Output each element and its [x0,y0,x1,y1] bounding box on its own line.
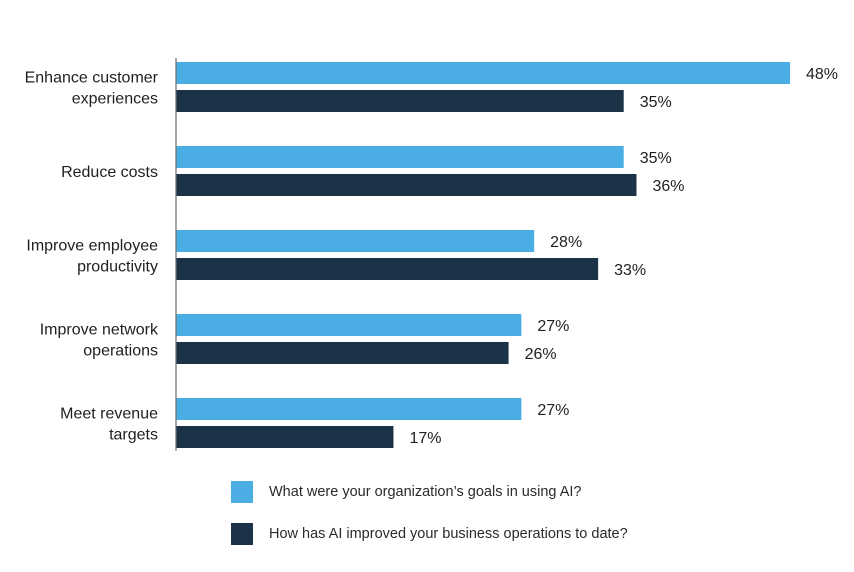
bar-s1-c3 [176,342,509,364]
value-label-s1-c2: 33% [614,262,646,279]
value-label-s0-c4: 27% [537,402,569,419]
value-label-s0-c0: 48% [806,66,838,83]
legend: What were your organization’s goals in u… [231,480,628,564]
category-label-0-line-1: experiences [72,91,158,108]
category-label-3: Improve network operations [40,322,159,360]
bar-s0-c1 [176,146,624,168]
value-label-s0-c2: 28% [550,234,582,251]
bar-s1-c2 [176,258,599,280]
bar-s0-c0 [176,62,790,84]
category-label-4-line-1: targets [109,427,158,444]
bar-s0-c2 [176,230,535,252]
category-label-3-line-1: operations [83,343,158,360]
legend-swatch-improved [231,523,253,545]
legend-item-improved: How has AI improved your business operat… [231,522,628,546]
bar-s1-c0 [176,90,624,112]
legend-swatch-goals [231,481,253,503]
category-label-0: Enhance customer experiences [25,70,159,108]
bar-s0-c4 [176,398,522,420]
value-label-s0-c3: 27% [537,318,569,335]
category-label-2: Improve employee productivity [26,238,158,276]
legend-label-improved: How has AI improved your business operat… [269,526,628,542]
category-label-2-line-1: productivity [77,259,158,276]
category-label-0-line-0: Enhance customer [25,70,159,87]
value-label-s1-c3: 26% [525,346,557,363]
legend-item-goals: What were your organization’s goals in u… [231,480,628,504]
category-label-1-line-0: Reduce costs [61,164,158,181]
bars-layer: 48% 35% Enhance customer experiences 35% 36% R… [25,62,838,448]
bar-s1-c1 [176,174,637,196]
bar-s1-c4 [176,426,394,448]
category-label-4: Meet revenue targets [60,406,158,444]
value-label-s1-c1: 36% [653,178,685,195]
bar-s0-c3 [176,314,522,336]
value-label-s1-c0: 35% [640,94,672,111]
value-label-s1-c4: 17% [409,430,441,447]
category-label-4-line-0: Meet revenue [60,406,158,423]
chart-plot: 48% 35% Enhance customer experiences 35% 36% R… [25,58,838,451]
category-label-2-line-0: Improve employee [26,238,158,255]
value-label-s0-c1: 35% [640,150,672,167]
category-label-1: Reduce costs [61,164,158,181]
category-label-3-line-0: Improve network [40,322,159,339]
legend-label-goals: What were your organization’s goals in u… [269,484,582,500]
